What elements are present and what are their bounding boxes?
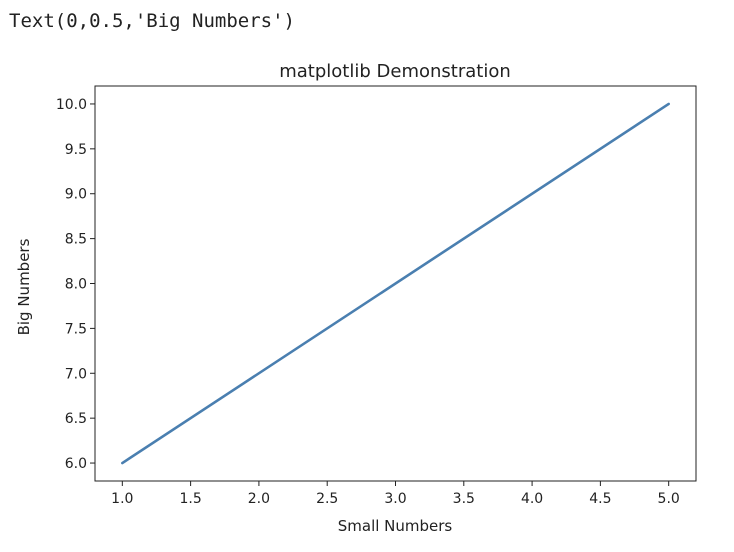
plot-area: 1.0 1.5 2.0 2.5 3.0 3.5 4.0 4.5 5.0 6.0 6.5 7.0 7.5 8… bbox=[56, 85, 697, 507]
x-tick-label: 4.5 bbox=[589, 491, 611, 507]
x-tick-label: 1.5 bbox=[179, 491, 201, 507]
x-tick-label: 2.5 bbox=[316, 491, 338, 507]
y-tick-label: 7.5 bbox=[65, 321, 87, 337]
y-tick-label: 6.0 bbox=[65, 456, 87, 472]
x-axis-label: Small Numbers bbox=[338, 517, 453, 535]
chart-title: matplotlib Demonstration bbox=[279, 61, 511, 82]
y-tick-label: 10.0 bbox=[56, 97, 87, 113]
y-tick-label: 8.0 bbox=[65, 277, 87, 293]
x-tick-label: 3.5 bbox=[453, 491, 475, 507]
cell-output-text: Text(0,0.5,'Big Numbers') bbox=[9, 10, 295, 32]
y-tick-label: 7.0 bbox=[65, 366, 87, 382]
y-tick-label: 8.5 bbox=[65, 232, 87, 248]
y-tick-label: 9.5 bbox=[65, 142, 87, 158]
x-tick-label: 1.0 bbox=[111, 491, 133, 507]
y-axis-label: Big Numbers bbox=[15, 238, 33, 335]
data-line bbox=[121, 102, 670, 465]
y-tick-label: 6.5 bbox=[65, 411, 87, 427]
x-tick-label: 5.0 bbox=[658, 491, 680, 507]
x-tick-label: 3.0 bbox=[384, 491, 406, 507]
y-tick-label: 9.0 bbox=[65, 187, 87, 203]
x-tick-label: 2.0 bbox=[248, 491, 270, 507]
x-tick-label: 4.0 bbox=[521, 491, 543, 507]
